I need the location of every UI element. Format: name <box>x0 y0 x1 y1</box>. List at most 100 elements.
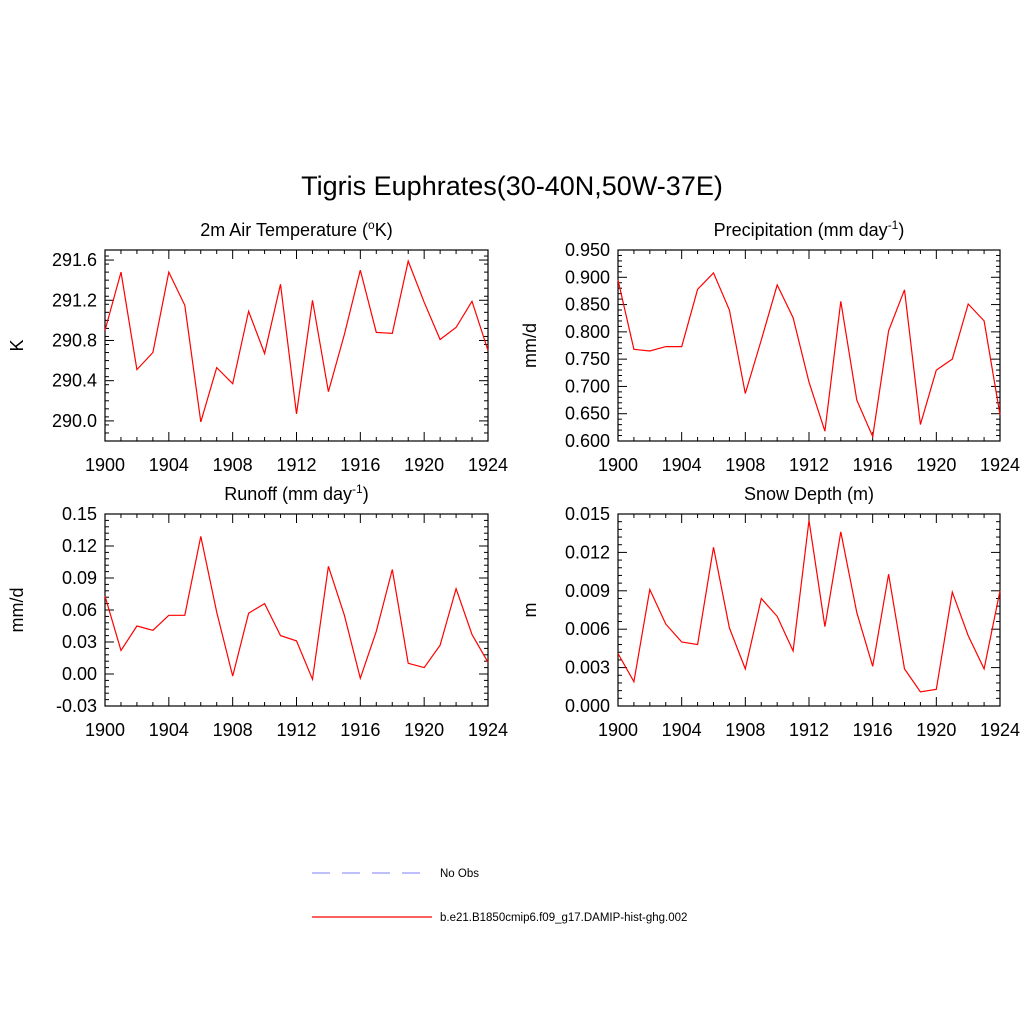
chart-panel-2: Precipitation (mm day-1) mm/d 1900 1904 1908… <box>520 218 1020 475</box>
y-tick-label: 0.03 <box>62 632 97 652</box>
data-point <box>359 677 361 679</box>
x-tick-label: 1916 <box>340 720 380 740</box>
data-point <box>136 625 138 627</box>
data-point <box>136 368 138 370</box>
y-tick-label: 291.6 <box>52 250 97 270</box>
panel-title-text: Runoff (mm day <box>224 484 352 504</box>
series-line <box>617 520 1001 693</box>
y-tick-label: 0.900 <box>565 267 610 287</box>
data-point <box>665 345 667 347</box>
data-point <box>120 649 122 651</box>
data-point <box>184 304 186 306</box>
data-point <box>471 633 473 635</box>
data-point <box>407 260 409 262</box>
data-point <box>696 643 698 645</box>
y-tick-label: 0.00 <box>62 664 97 684</box>
data-point <box>792 650 794 652</box>
panel-title-text: Snow Depth (m) <box>744 484 874 504</box>
y-axis-label: mm/d <box>7 588 27 633</box>
data-point <box>343 333 345 335</box>
x-tick-label: 1908 <box>213 720 253 740</box>
x-tick-label: 1904 <box>149 720 189 740</box>
data-point <box>824 430 826 432</box>
data-point <box>808 519 810 521</box>
panel-title: Runoff (mm day-1) <box>224 482 368 504</box>
y-tick-label: 0.800 <box>565 322 610 342</box>
data-point <box>104 329 106 331</box>
data-point <box>295 413 297 415</box>
y-tick-label: 0.012 <box>565 542 610 562</box>
y-tick-label: 0.850 <box>565 295 610 315</box>
data-point <box>903 289 905 291</box>
y-tick-label: 0.006 <box>565 619 610 639</box>
x-tick-label: 1900 <box>598 455 638 475</box>
panel-title-text: 2m Air Temperature ( <box>200 220 368 240</box>
y-tick-label: 0.000 <box>565 696 610 716</box>
x-tick-label: 1924 <box>980 720 1020 740</box>
x-tick-label: 1916 <box>853 720 893 740</box>
data-point <box>887 573 889 575</box>
data-point <box>728 309 730 311</box>
y-tick-label: 290.0 <box>52 411 97 431</box>
panel-title: Snow Depth (m) <box>744 484 874 504</box>
plot-frame <box>617 513 1001 707</box>
x-tick-label: 1908 <box>213 455 253 475</box>
data-point <box>680 345 682 347</box>
y-axis-label: m <box>520 603 540 618</box>
data-point <box>983 320 985 322</box>
legend-label: b.e21.B1850cmip6.f09_g17.DAMIP-hist-ghg.… <box>440 912 687 924</box>
data-point <box>665 623 667 625</box>
data-point <box>649 350 651 352</box>
x-tick-label: 1904 <box>149 455 189 475</box>
series-line <box>104 536 489 682</box>
data-point <box>120 271 122 273</box>
plot-frame <box>104 513 489 707</box>
data-point <box>391 332 393 334</box>
data-point <box>471 300 473 302</box>
data-point <box>633 348 635 350</box>
x-tick-label: 1924 <box>468 720 508 740</box>
data-point <box>776 284 778 286</box>
y-tick-label: 290.8 <box>52 330 97 350</box>
panel-title-suffix: K) <box>375 220 393 240</box>
x-tick-label: 1912 <box>789 455 829 475</box>
panel-title-suffix: ) <box>898 220 904 240</box>
data-point <box>919 423 921 425</box>
x-tick-label: 1908 <box>725 455 765 475</box>
data-point <box>439 644 441 646</box>
x-tick-label: 1912 <box>276 720 316 740</box>
y-tick-label: 0.950 <box>565 240 610 260</box>
y-tick-label: 0.009 <box>565 581 610 601</box>
data-point <box>152 351 154 353</box>
data-point <box>200 421 202 423</box>
data-point <box>776 615 778 617</box>
x-tick-label: 1920 <box>404 455 444 475</box>
data-point <box>279 283 281 285</box>
y-tick-label: 0.09 <box>62 568 97 588</box>
x-tick-label: 1920 <box>916 720 956 740</box>
data-point <box>935 688 937 690</box>
data-point <box>728 627 730 629</box>
x-tick-label: 1916 <box>340 455 380 475</box>
data-point <box>633 680 635 682</box>
series-line <box>104 259 489 423</box>
y-tick-label: 0.750 <box>565 349 610 369</box>
data-point <box>999 414 1001 416</box>
panel-title: Precipitation (mm day-1) <box>714 218 905 240</box>
panel-title-superscript: -1 <box>352 482 363 496</box>
x-tick-label: 1920 <box>404 720 444 740</box>
x-tick-label: 1920 <box>916 455 956 475</box>
data-point <box>439 338 441 340</box>
data-point <box>951 591 953 593</box>
data-point <box>792 316 794 318</box>
data-point <box>311 299 313 301</box>
data-point <box>887 330 889 332</box>
x-tick-label: 1916 <box>853 455 893 475</box>
data-point <box>327 565 329 567</box>
data-point <box>680 641 682 643</box>
data-point <box>808 381 810 383</box>
chart-panel-4: Snow Depth (m) m 1900 1904 1908 1912 1916 1920 1… <box>520 484 1020 740</box>
data-point <box>967 303 969 305</box>
data-point <box>263 602 265 604</box>
